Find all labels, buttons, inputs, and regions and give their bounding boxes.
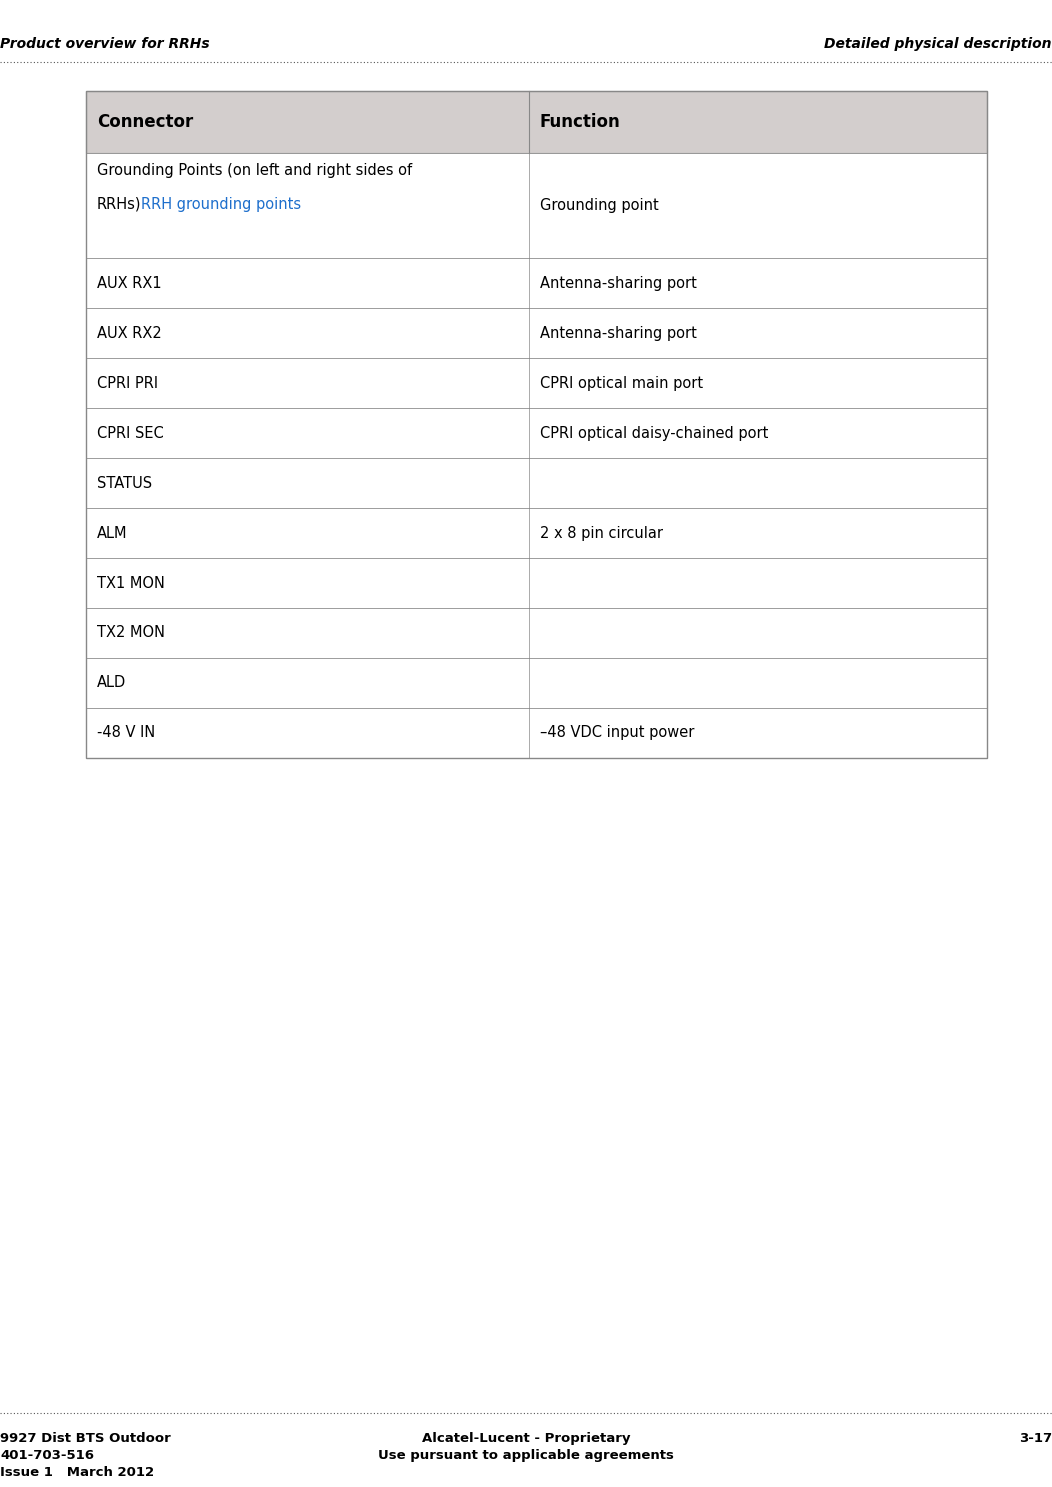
FancyBboxPatch shape bbox=[86, 259, 987, 308]
FancyBboxPatch shape bbox=[86, 358, 987, 409]
Text: Antenna-sharing port: Antenna-sharing port bbox=[540, 277, 696, 291]
FancyBboxPatch shape bbox=[86, 657, 987, 708]
Text: ALD: ALD bbox=[97, 675, 126, 690]
FancyBboxPatch shape bbox=[86, 153, 987, 259]
Text: CPRI optical main port: CPRI optical main port bbox=[540, 376, 703, 391]
Text: Detailed physical description: Detailed physical description bbox=[825, 37, 1052, 51]
Text: RRH grounding points: RRH grounding points bbox=[141, 196, 302, 211]
FancyBboxPatch shape bbox=[86, 558, 987, 608]
Text: Alcatel-Lucent - Proprietary
Use pursuant to applicable agreements: Alcatel-Lucent - Proprietary Use pursuan… bbox=[378, 1432, 674, 1462]
Text: Grounding Points (on left and right sides of: Grounding Points (on left and right side… bbox=[97, 164, 412, 178]
FancyBboxPatch shape bbox=[86, 308, 987, 358]
Text: –48 VDC input power: –48 VDC input power bbox=[540, 726, 694, 741]
Text: RRHs): RRHs) bbox=[97, 196, 141, 211]
Text: Grounding point: Grounding point bbox=[540, 198, 659, 213]
Text: 3-17: 3-17 bbox=[1019, 1432, 1052, 1445]
Text: STATUS: STATUS bbox=[97, 476, 151, 491]
Text: TX1 MON: TX1 MON bbox=[97, 575, 165, 590]
Text: CPRI optical daisy-chained port: CPRI optical daisy-chained port bbox=[540, 425, 768, 440]
Text: AUX RX2: AUX RX2 bbox=[97, 326, 162, 341]
Text: Connector: Connector bbox=[97, 113, 193, 131]
FancyBboxPatch shape bbox=[86, 608, 987, 657]
Text: -48 V IN: -48 V IN bbox=[97, 726, 155, 741]
FancyBboxPatch shape bbox=[86, 458, 987, 509]
Text: Function: Function bbox=[540, 113, 621, 131]
FancyBboxPatch shape bbox=[86, 91, 987, 153]
FancyBboxPatch shape bbox=[86, 509, 987, 558]
Text: TX2 MON: TX2 MON bbox=[97, 626, 165, 641]
FancyBboxPatch shape bbox=[86, 708, 987, 758]
Text: Product overview for RRHs: Product overview for RRHs bbox=[0, 37, 209, 51]
Text: CPRI PRI: CPRI PRI bbox=[97, 376, 158, 391]
FancyBboxPatch shape bbox=[86, 409, 987, 458]
Text: RRHs): RRHs) bbox=[97, 196, 141, 211]
Text: 2 x 8 pin circular: 2 x 8 pin circular bbox=[540, 525, 663, 541]
Text: AUX RX1: AUX RX1 bbox=[97, 277, 161, 291]
Text: CPRI SEC: CPRI SEC bbox=[97, 425, 163, 440]
Text: 9927 Dist BTS Outdoor
401-703-516
Issue 1   March 2012: 9927 Dist BTS Outdoor 401-703-516 Issue … bbox=[0, 1432, 170, 1480]
Text: Antenna-sharing port: Antenna-sharing port bbox=[540, 326, 696, 341]
Text: ALM: ALM bbox=[97, 525, 127, 541]
